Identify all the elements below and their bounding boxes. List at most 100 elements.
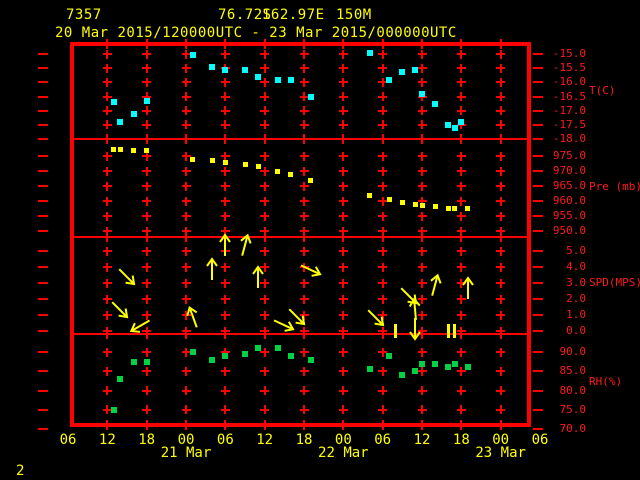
- grid-tick: [181, 49, 191, 59]
- axis-dash-right: [533, 351, 543, 353]
- grid-tick: [142, 347, 152, 357]
- axis-dash-left: [38, 314, 48, 316]
- axis-dash-right: [533, 67, 543, 70]
- panel-divider-temp-pressure: [74, 138, 527, 140]
- data-point-pressure: [144, 147, 150, 153]
- grid-tick: [496, 77, 506, 87]
- grid-tick: [142, 77, 152, 87]
- grid-tick: [496, 262, 506, 272]
- y-tick-label: -15.0: [552, 47, 586, 60]
- axis-dash-left: [38, 351, 48, 353]
- data-point-pressure: [131, 147, 137, 153]
- data-point-temperature: [458, 119, 465, 126]
- grid-tick: [417, 366, 427, 376]
- grid-tick: [102, 294, 112, 304]
- data-point-pressure: [242, 162, 248, 168]
- grid-tick: [181, 120, 191, 130]
- y-axis-unit-label: Pre (mb): [589, 179, 640, 193]
- axis-dash-left: [38, 170, 48, 172]
- grid-tick: [338, 181, 348, 191]
- axis-dash-right: [533, 230, 543, 232]
- wind-arrow: [197, 254, 227, 284]
- grid-tick: [496, 106, 506, 116]
- grid-tick: [496, 120, 506, 130]
- grid-tick: [181, 106, 191, 116]
- grid-tick: [456, 226, 466, 236]
- grid-tick: [496, 405, 506, 415]
- y-tick-label: 950.0: [552, 224, 586, 237]
- data-point-relative-humidity: [242, 350, 248, 357]
- edge-tick: [106, 232, 109, 242]
- grid-tick: [181, 63, 191, 73]
- grid-tick: [378, 310, 388, 320]
- data-point-pressure: [111, 146, 117, 152]
- grid-tick: [299, 405, 309, 415]
- data-point-pressure: [275, 169, 281, 175]
- grid-tick: [496, 92, 506, 101]
- grid-tick: [496, 181, 506, 191]
- axis-dash-left: [38, 185, 48, 187]
- grid-tick: [456, 246, 466, 256]
- grid-tick: [496, 226, 506, 236]
- grid-tick: [220, 166, 230, 176]
- x-date-label: 22 Mar: [318, 445, 369, 461]
- grid-tick: [220, 92, 230, 101]
- edge-tick: [303, 329, 305, 339]
- axis-dash-right: [533, 389, 543, 392]
- edge-tick: [460, 134, 463, 144]
- grid-tick: [220, 294, 230, 304]
- grid-tick: [102, 226, 112, 236]
- data-point-temperature: [274, 76, 281, 83]
- grid-tick: [496, 63, 506, 73]
- grid-tick: [102, 278, 112, 288]
- y-tick-label: -17.0: [552, 103, 586, 117]
- axis-dash-right: [533, 314, 543, 316]
- grid-tick: [102, 262, 112, 272]
- y-tick-label: 3.0: [566, 276, 586, 289]
- grid-tick: [181, 366, 191, 376]
- grid-tick: [417, 151, 427, 161]
- grid-tick: [378, 366, 388, 376]
- grid-tick: [378, 278, 388, 288]
- grid-tick: [142, 49, 152, 59]
- grid-tick: [456, 347, 466, 357]
- edge-tick: [263, 134, 266, 144]
- data-point-temperature: [222, 66, 229, 73]
- y-tick-label: 70.0: [559, 422, 587, 435]
- grid-tick: [181, 347, 191, 357]
- data-point-pressure: [117, 146, 123, 152]
- grid-tick: [456, 166, 466, 176]
- grid-tick: [142, 386, 152, 395]
- grid-tick: [338, 278, 348, 288]
- data-point-relative-humidity: [117, 375, 124, 382]
- grid-tick: [338, 211, 348, 221]
- axis-dash-right: [533, 428, 543, 430]
- x-hour-label: 06: [59, 432, 77, 448]
- grid-tick: [378, 386, 388, 395]
- grid-tick: [378, 166, 388, 176]
- grid-tick: [299, 181, 309, 191]
- edge-tick: [224, 134, 227, 144]
- grid-tick: [378, 211, 388, 221]
- grid-tick: [102, 106, 112, 116]
- grid-tick: [456, 49, 466, 59]
- grid-tick: [456, 181, 466, 191]
- grid-tick: [181, 386, 191, 395]
- grid-tick: [181, 226, 191, 236]
- data-point-pressure: [222, 160, 228, 166]
- data-point-pressure: [367, 193, 373, 199]
- grid-tick: [496, 211, 506, 221]
- y-axis-unit-label: T(C): [589, 84, 616, 97]
- grid-tick: [456, 196, 466, 206]
- page-number: 2: [16, 463, 25, 479]
- grid-tick: [220, 106, 230, 116]
- edge-tick: [460, 329, 463, 339]
- grid-tick: [456, 92, 466, 101]
- axis-dash-right: [533, 53, 543, 55]
- grid-tick: [338, 49, 348, 59]
- x-hour-label: 18: [452, 432, 470, 448]
- wind-calm-bar: [394, 324, 398, 338]
- y-tick-label: 955.0: [552, 209, 586, 222]
- edge-tick: [185, 420, 187, 430]
- data-point-relative-humidity: [274, 345, 281, 352]
